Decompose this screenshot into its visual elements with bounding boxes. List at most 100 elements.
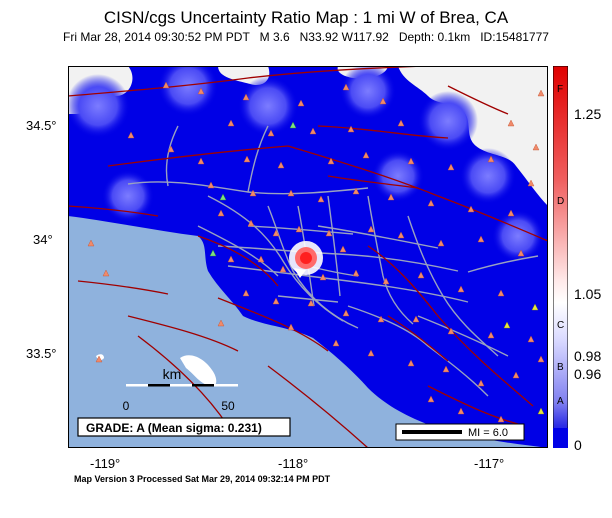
station-marker (512, 371, 520, 379)
station-marker (487, 331, 495, 339)
colorbar-tick-0-96: 0.96 (574, 366, 602, 382)
uncertainty-map: km 0 50 GRADE: A (Mean sigma: 0.231) MI … (68, 66, 548, 448)
station-marker (339, 245, 347, 253)
station-marker (309, 127, 317, 135)
station-marker (497, 289, 505, 297)
station-marker (332, 339, 340, 347)
event-magnitude: M 3.6 (259, 30, 290, 44)
mi-legend-text: MI = 6.0 (468, 427, 508, 439)
station-marker (407, 359, 415, 367)
station-marker (127, 131, 135, 139)
epicenter-marker (289, 241, 323, 278)
station-marker (207, 181, 215, 189)
station-marker (257, 255, 265, 263)
station-marker (527, 179, 535, 187)
colorbar-grade-c: C (557, 320, 565, 331)
station-marker (295, 225, 303, 233)
station-marker (477, 235, 485, 243)
station-marker (267, 129, 275, 137)
station-marker (249, 189, 257, 197)
station-marker (507, 209, 515, 217)
station-marker (242, 289, 250, 297)
station-marker (297, 99, 305, 107)
ocean (68, 216, 548, 448)
colorbar-grade-a: A (557, 396, 564, 407)
station-marker (537, 355, 545, 363)
station-marker (317, 195, 325, 203)
station-marker (457, 285, 465, 293)
colorbar-tick-1-25: 1.25 (574, 106, 602, 122)
y-label-34: 34° (33, 232, 53, 247)
x-label-119: -119° (90, 456, 121, 471)
station-marker (507, 119, 515, 127)
station-marker (442, 365, 450, 373)
station-marker (437, 239, 445, 247)
station-marker (319, 273, 327, 281)
station-marker (87, 239, 95, 247)
colorbar-grade-f: F (557, 84, 564, 95)
station-marker (412, 315, 420, 323)
station-marker (352, 269, 360, 277)
station-marker (447, 163, 455, 171)
station-marker (407, 157, 415, 165)
event-id: ID:15481777 (480, 30, 549, 44)
station-marker (277, 161, 285, 169)
station-marker (352, 187, 360, 195)
station-marker (217, 319, 225, 327)
station-marker (382, 277, 390, 285)
station-marker (102, 269, 110, 277)
colorbar-tick-0-98: 0.98 (574, 348, 602, 364)
station-marker (197, 87, 205, 95)
station-marker (367, 349, 375, 357)
station-marker (197, 157, 205, 165)
station-marker (162, 81, 170, 89)
station-marker (227, 255, 235, 263)
station-marker (517, 249, 525, 257)
colorbar-tick-0: 0 (574, 437, 582, 453)
map-footer: Map Version 3 Processed Sat Mar 29, 2014… (74, 474, 331, 484)
station-marker (457, 407, 465, 415)
station-marker (447, 327, 455, 335)
station-marker (247, 219, 255, 227)
station-marker (342, 309, 350, 317)
station-marker (167, 145, 175, 153)
station-marker (327, 157, 335, 165)
station-marker (537, 89, 545, 97)
scale-bar-end: 50 (221, 399, 235, 413)
grade-box (77, 417, 291, 437)
map-title: CISN/cgs Uncertainty Ratio Map : 1 mi W … (103, 8, 509, 27)
event-date: Fri Mar 28, 2014 09:30:52 PM PDT (63, 30, 250, 44)
station-marker (397, 119, 405, 127)
station-marker (397, 231, 405, 239)
station-marker (242, 93, 250, 101)
y-label-34-5: 34.5° (26, 118, 57, 133)
scale-bar (126, 384, 238, 387)
station-marker (497, 415, 505, 423)
event-location: N33.92 W117.92 (299, 30, 389, 44)
station-marker (95, 355, 103, 363)
station-marker (287, 323, 295, 331)
station-marker (307, 299, 315, 307)
station-marker (487, 155, 495, 163)
station-marker (477, 379, 485, 387)
station-marker (287, 189, 295, 197)
station-marker (279, 265, 287, 273)
x-label-117: -117° (474, 456, 505, 471)
event-depth: Depth: 0.1km (398, 30, 471, 44)
station-marker (347, 125, 355, 133)
scale-bar-start: 0 (123, 399, 130, 413)
station-marker (467, 205, 475, 213)
station-marker (342, 83, 350, 91)
station-marker (325, 229, 333, 237)
station-marker (227, 119, 235, 127)
station-marker (387, 193, 395, 201)
station-marker (532, 143, 540, 151)
station-marker (379, 97, 387, 105)
station-marker (367, 225, 375, 233)
map-subtitle: Fri Mar 28, 2014 09:30:52 PM PDT M 3.6 N… (0, 30, 612, 44)
catalina-island (180, 355, 217, 387)
station-marker (427, 199, 435, 207)
station-marker (417, 271, 425, 279)
colorbar (553, 66, 568, 448)
colorbar-grade-b: B (557, 362, 564, 373)
